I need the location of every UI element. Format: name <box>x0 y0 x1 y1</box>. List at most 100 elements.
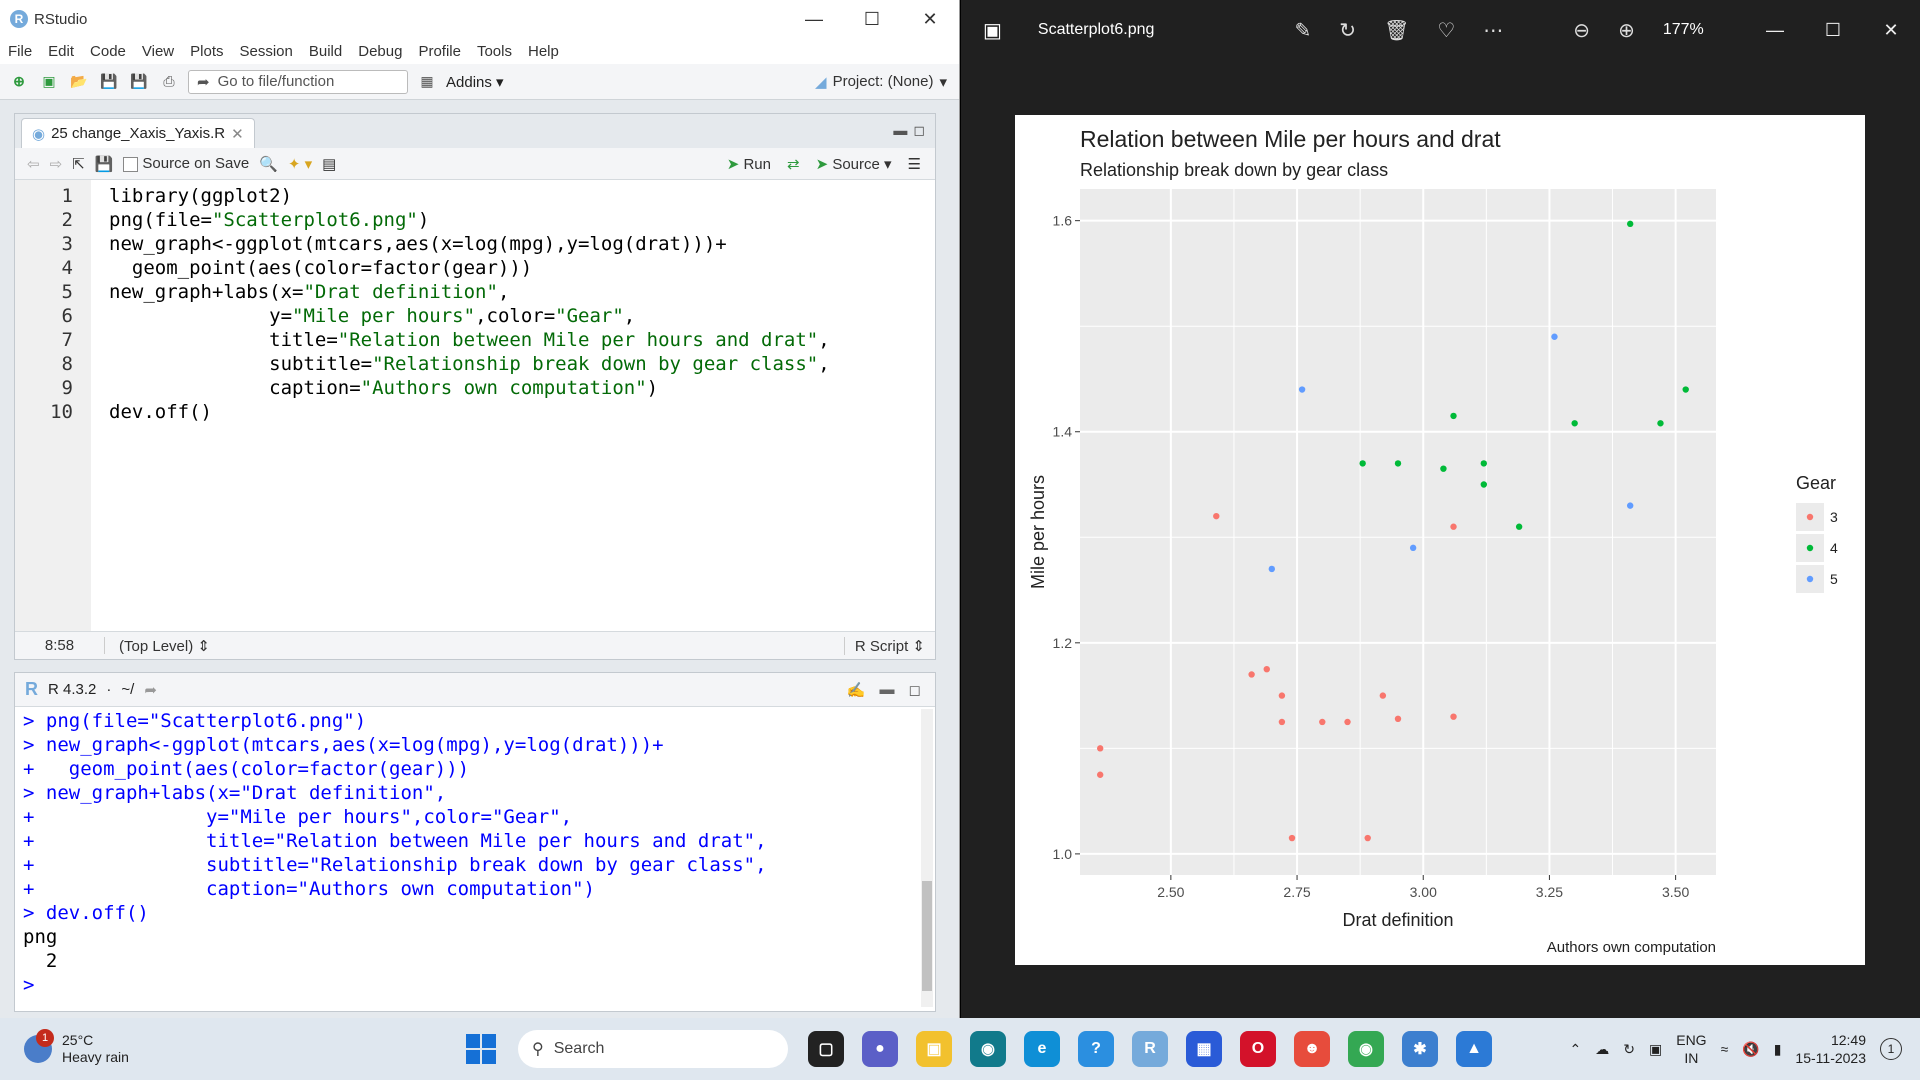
line-number: 9 <box>61 377 73 399</box>
help-icon[interactable]: ? <box>1078 1031 1114 1067</box>
source-button[interactable]: ➤ Source ▾ <box>815 155 892 173</box>
calendar-icon[interactable]: ▣ <box>1649 1040 1663 1057</box>
menu-build[interactable]: Build <box>308 42 343 60</box>
app-icon[interactable]: ◉ <box>970 1031 1006 1067</box>
print-icon[interactable]: ⎙ <box>163 73 175 89</box>
menu-session[interactable]: Session <box>239 42 293 60</box>
delete-icon[interactable]: 🗑 <box>1383 19 1410 42</box>
source-on-save-label: Source on Save <box>142 155 250 172</box>
show-in-window-icon[interactable]: ⇱ <box>72 155 85 173</box>
axis-ticks: 2.50 2.75 3.00 3.25 3.50 1.0 1.2 1.4 1.6 <box>1053 213 1690 900</box>
zoom-in-icon[interactable]: ⊕ <box>1618 19 1635 42</box>
teams-chat-icon[interactable]: ● <box>862 1031 898 1067</box>
weather-widget[interactable]: 1 25°C Heavy rain <box>24 1029 324 1066</box>
source-on-save-checkbox[interactable]: Source on Save <box>123 155 249 172</box>
more-icon[interactable]: ⋯ <box>1483 19 1504 42</box>
save-file-icon[interactable]: 💾 <box>94 155 114 173</box>
battery-icon[interactable]: ▮ <box>1773 1040 1782 1057</box>
goto-file-input[interactable]: ➦ Go to file/function <box>188 69 408 94</box>
menu-debug[interactable]: Debug <box>358 42 403 60</box>
menu-view[interactable]: View <box>141 42 175 60</box>
data-point-gear-5 <box>1626 502 1634 509</box>
menu-profile[interactable]: Profile <box>418 42 461 60</box>
addins-button[interactable]: Addins ▾ <box>446 73 504 91</box>
r-app-icon[interactable]: R <box>1132 1031 1168 1067</box>
y-tick-label: 1.0 <box>1053 846 1073 862</box>
forward-icon[interactable]: ⇨ <box>49 155 63 173</box>
scatter-chart: Relation between Mile per hours and drat… <box>1028 126 1838 956</box>
compile-report-icon[interactable]: ▤ <box>322 155 337 173</box>
clear-console-icon[interactable]: ✍ <box>846 681 866 699</box>
tab-close-icon[interactable]: ✕ <box>231 125 244 143</box>
game-icon[interactable]: ☻ <box>1294 1031 1330 1067</box>
wifi-icon[interactable]: ≈ <box>1720 1041 1729 1057</box>
close-button[interactable]: ✕ <box>922 8 938 29</box>
maximize-console-icon[interactable]: ◻ <box>908 681 921 699</box>
photo-file-name: Scatterplot6.png <box>1037 21 1155 38</box>
cloud-icon[interactable]: ☁ <box>1595 1040 1610 1057</box>
console-prompt[interactable]: > <box>23 974 46 996</box>
photos-minimize-button[interactable]: — <box>1766 19 1784 40</box>
photos-close-button[interactable]: ✕ <box>1883 19 1899 40</box>
file-explorer-icon[interactable]: ▣ <box>916 1031 952 1067</box>
minimize-button[interactable]: — <box>805 8 823 29</box>
run-button[interactable]: ➤ Run <box>727 155 771 173</box>
find-icon[interactable]: 🔍 <box>259 155 278 173</box>
maximize-button[interactable]: ☐ <box>863 8 881 29</box>
edit-icon[interactable]: ✎ <box>1294 19 1312 42</box>
save-icon[interactable]: 💾 <box>100 73 118 89</box>
console-scrollbar[interactable] <box>921 709 933 1007</box>
opera-icon[interactable]: O <box>1240 1031 1276 1067</box>
pane-layout-icon[interactable]: ▦ <box>420 73 434 89</box>
code-editor[interactable]: 1 2 3 4 5 6 7 8 9 10 library(ggplot2) png(file="S… <box>15 180 935 631</box>
snip-icon[interactable]: ✱ <box>1402 1031 1438 1067</box>
start-button[interactable] <box>466 1034 496 1064</box>
chevron-up-icon[interactable]: ⌃ <box>1569 1040 1582 1057</box>
menu-help[interactable]: Help <box>528 42 559 60</box>
new-file-icon[interactable]: ⊕ <box>13 73 25 89</box>
project-icon: ◢ <box>815 73 827 91</box>
maximize-pane-icon[interactable]: ◻ <box>913 122 925 138</box>
console-output[interactable]: > png(file="Scatterplot6.png") > new_gra… <box>15 707 935 997</box>
rotate-icon[interactable]: ↻ <box>1339 19 1356 42</box>
clock[interactable]: 12:49 15-11-2023 <box>1795 1031 1866 1067</box>
open-file-icon[interactable]: 📂 <box>70 73 88 89</box>
minimize-pane-icon[interactable]: ▬ <box>893 122 908 138</box>
code-line: png(file="Scatterplot6.png") <box>109 209 430 231</box>
data-point-gear-5 <box>1409 544 1417 552</box>
chrome-icon[interactable]: ◉ <box>1348 1031 1384 1067</box>
menu-plots[interactable]: Plots <box>190 42 224 60</box>
data-point-gear-3 <box>1278 718 1286 726</box>
menu-file[interactable]: File <box>8 42 33 60</box>
menu-code[interactable]: Code <box>90 42 126 60</box>
edge-icon[interactable]: e <box>1024 1031 1060 1067</box>
photos-app-taskbar-icon[interactable]: ▲ <box>1456 1031 1492 1067</box>
volume-mute-icon[interactable]: 🔇 <box>1742 1040 1760 1057</box>
project-menu[interactable]: ◢ Project: (None) ▾ <box>815 73 947 91</box>
notification-badge[interactable]: 1 <box>1880 1038 1902 1060</box>
menu-tools[interactable]: Tools <box>476 42 512 60</box>
back-icon[interactable]: ⇦ <box>27 155 40 173</box>
task-view-icon[interactable]: ▢ <box>808 1031 844 1067</box>
favorite-icon[interactable]: ♡ <box>1437 19 1456 42</box>
menu-edit[interactable]: Edit <box>48 42 75 60</box>
sync-icon[interactable]: ↻ <box>1623 1040 1635 1057</box>
rerun-icon[interactable]: ⇄ <box>786 155 800 173</box>
goto-wd-icon[interactable]: ➦ <box>144 681 157 699</box>
save-all-icon[interactable]: 💾 <box>130 73 148 89</box>
console-line: > png(file="Scatterplot6.png") <box>23 710 367 732</box>
code-tools-icon[interactable]: ✦ ▾ <box>287 155 313 173</box>
photos-maximize-button[interactable]: ☐ <box>1824 19 1842 40</box>
file-type-selector[interactable]: R Script ⇕ <box>843 636 935 655</box>
code-lines[interactable]: library(ggplot2) png(file="Scatterplot6.… <box>91 180 830 631</box>
store-icon[interactable]: ▦ <box>1186 1031 1222 1067</box>
editor-tab[interactable]: ◉ 25 change_Xaxis_Yaxis.R ✕ <box>21 118 255 148</box>
zoom-out-icon[interactable]: ⊖ <box>1573 19 1591 42</box>
outline-icon[interactable]: ☰ <box>907 155 921 173</box>
scope-selector[interactable]: (Top Level) ⇕ <box>119 637 210 655</box>
chevron-down-icon: ▾ <box>939 73 947 91</box>
minimize-console-icon[interactable]: ▬ <box>879 680 895 698</box>
new-project-icon[interactable]: ▣ <box>42 73 56 89</box>
language-indicator[interactable]: ENG IN <box>1676 1031 1706 1067</box>
taskbar-search[interactable]: ⚲ Search <box>518 1030 788 1068</box>
